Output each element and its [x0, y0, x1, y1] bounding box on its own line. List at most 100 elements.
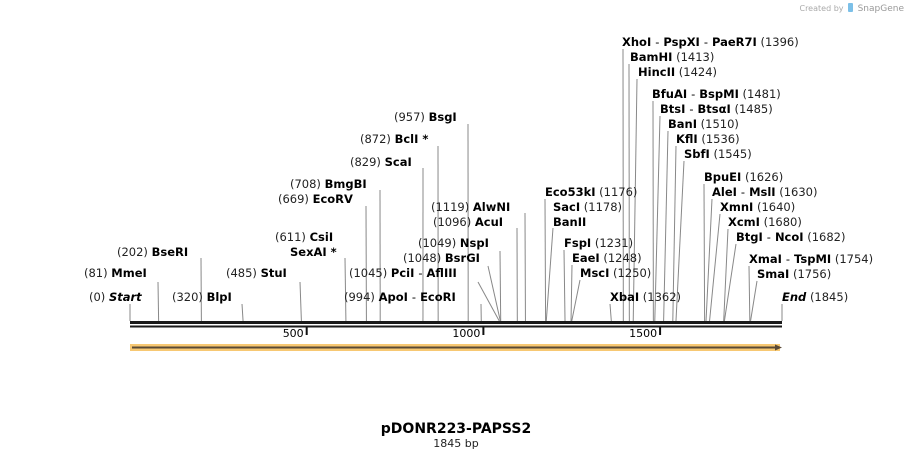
site-position: (1396)	[760, 35, 799, 49]
sequence-length: 1845 bp	[433, 437, 479, 450]
site-position: (1413)	[676, 50, 715, 64]
enzyme-site-label[interactable]: (485) StuI	[226, 266, 287, 280]
enzyme-site-label[interactable]: (0) Start	[89, 290, 142, 304]
enzyme-name: XmaI	[749, 252, 782, 266]
enzyme-name: SmaI	[757, 267, 790, 281]
enzyme-site-label[interactable]: XcmI (1680)	[728, 215, 802, 229]
enzyme-name: PspXI	[663, 35, 700, 49]
enzyme-site-label[interactable]: BtsI - BtsαI (1485)	[660, 102, 773, 116]
enzyme-site-label[interactable]: XmaI - TspMI (1754)	[749, 252, 873, 266]
enzyme-site-label[interactable]: FspI (1231)	[564, 236, 633, 250]
enzyme-site-label[interactable]: BanII	[553, 215, 586, 229]
enzyme-name: MmeI	[111, 266, 147, 280]
enzyme-name: BmgBI	[324, 177, 367, 191]
enzyme-site-label[interactable]: BfuAI - BspMI (1481)	[652, 87, 781, 101]
site-marker-line	[723, 228, 729, 322]
enzyme-site-label[interactable]: SbfI (1545)	[684, 147, 752, 161]
name-separator: -	[689, 102, 694, 116]
enzyme-site-label[interactable]: (1045) PciI - AflIII	[349, 266, 457, 280]
site-position: (1176)	[599, 185, 638, 199]
site-position: (1045)	[349, 266, 388, 280]
site-marker-line	[487, 265, 501, 322]
site-position: (1845)	[809, 290, 849, 304]
enzyme-site-label[interactable]: BpuEI (1626)	[704, 170, 783, 184]
enzyme-name: XmnI	[720, 200, 754, 214]
sequence-top-strand	[130, 321, 782, 324]
enzyme-name: EaeI	[572, 251, 600, 265]
enzyme-site-label[interactable]: BanI (1510)	[668, 117, 739, 131]
enzyme-name: BanI	[668, 117, 697, 131]
site-lines	[129, 48, 783, 322]
site-position: (829)	[350, 155, 381, 169]
enzyme-site-label[interactable]: (957) BsgI	[394, 110, 457, 124]
site-position: (1626)	[744, 170, 784, 184]
site-marker-line	[344, 257, 347, 322]
site-position: (1250)	[613, 266, 652, 280]
enzyme-site-label[interactable]: HincII (1424)	[638, 65, 717, 79]
enzyme-site-label[interactable]: AleI - MslI (1630)	[712, 185, 818, 199]
enzyme-site-label[interactable]: (1049) NspI	[418, 236, 489, 250]
enzyme-site-label[interactable]: XbaI (1362)	[610, 290, 681, 304]
site-position: (957)	[394, 110, 425, 124]
enzyme-site-label[interactable]: XmnI (1640)	[720, 200, 795, 214]
enzyme-site-label[interactable]: EaeI (1248)	[572, 251, 642, 265]
axis-tick-label: 500	[282, 327, 304, 340]
site-position: (202)	[117, 245, 148, 259]
site-marker-line	[748, 265, 751, 322]
watermark-brand: SnapGene	[857, 4, 904, 14]
enzyme-site-label[interactable]: BtgI - NcoI (1682)	[736, 230, 845, 244]
enzyme-site-label[interactable]: (829) ScaI	[350, 155, 412, 169]
enzyme-name: BtsαI	[697, 102, 731, 116]
enzyme-name: BfuAI	[652, 87, 688, 101]
enzyme-name: BtsI	[660, 102, 686, 116]
name-separator: -	[411, 290, 417, 304]
site-position: (1231)	[594, 236, 634, 250]
site-marker-line	[609, 303, 612, 322]
site-position: (1756)	[792, 267, 832, 281]
site-position: (1545)	[713, 147, 752, 161]
enzyme-site-label[interactable]: BamHI (1413)	[630, 50, 714, 64]
site-marker-line	[545, 227, 554, 322]
enzyme-site-label[interactable]: (872) BclI *	[360, 132, 428, 146]
site-marker-line	[570, 264, 573, 322]
enzyme-site-label[interactable]: (708) BmgBI	[290, 177, 367, 191]
axis-ticks	[305, 327, 662, 335]
site-position: (1630)	[779, 185, 818, 199]
site-position: (320)	[172, 290, 203, 304]
enzyme-name: EcoRV	[312, 192, 353, 206]
feature-arrowhead-icon	[775, 344, 782, 351]
enzyme-site-label[interactable]: (1119) AlwNI	[431, 200, 510, 214]
enzyme-site-label[interactable]: (1096) AcuI	[433, 215, 503, 229]
site-marker-line	[544, 198, 547, 322]
sequence-bottom-strand	[130, 325, 782, 328]
enzyme-site-label[interactable]: (320) BlpI	[172, 290, 232, 304]
enzyme-site-label[interactable]: (81) MmeI	[84, 266, 147, 280]
site-position: (81)	[84, 266, 108, 280]
enzyme-site-label[interactable]: SexAI *	[290, 245, 337, 259]
enzyme-name: BsgI	[428, 110, 457, 124]
site-position: (1048)	[403, 251, 442, 265]
enzyme-site-label[interactable]: (994) ApoI - EcoRI	[344, 290, 456, 304]
enzyme-site-label[interactable]: SacI (1178)	[553, 200, 622, 214]
enzyme-site-label[interactable]: XhoI - PspXI - PaeR7I (1396)	[622, 35, 799, 49]
enzyme-site-label[interactable]: MscI (1250)	[580, 266, 651, 280]
site-position: (1640)	[756, 200, 796, 214]
enzyme-name: BanII	[553, 215, 587, 229]
enzyme-site-label[interactable]: (1048) BsrGI	[403, 251, 480, 265]
site-marker-line	[663, 130, 669, 322]
enzyme-name: AcuI	[474, 215, 504, 229]
enzyme-site-label[interactable]: (611) CsiI	[275, 230, 333, 244]
enzyme-site-label[interactable]: Eco53kI (1176)	[545, 185, 637, 199]
name-separator: -	[655, 35, 660, 49]
site-position: (1481)	[742, 87, 781, 101]
site-marker-line	[723, 243, 737, 322]
enzyme-site-label[interactable]: (669) EcoRV	[278, 192, 353, 206]
enzyme-name: PciI	[390, 266, 415, 280]
enzyme-name: Start	[108, 290, 142, 304]
enzyme-site-label[interactable]: SmaI (1756)	[757, 267, 831, 281]
enzyme-site-label[interactable]: (202) BseRI	[117, 245, 188, 259]
enzyme-site-label[interactable]: End (1845)	[782, 290, 848, 304]
enzyme-site-label[interactable]: KflI (1536)	[676, 132, 740, 146]
enzyme-name: MslI	[749, 185, 776, 199]
